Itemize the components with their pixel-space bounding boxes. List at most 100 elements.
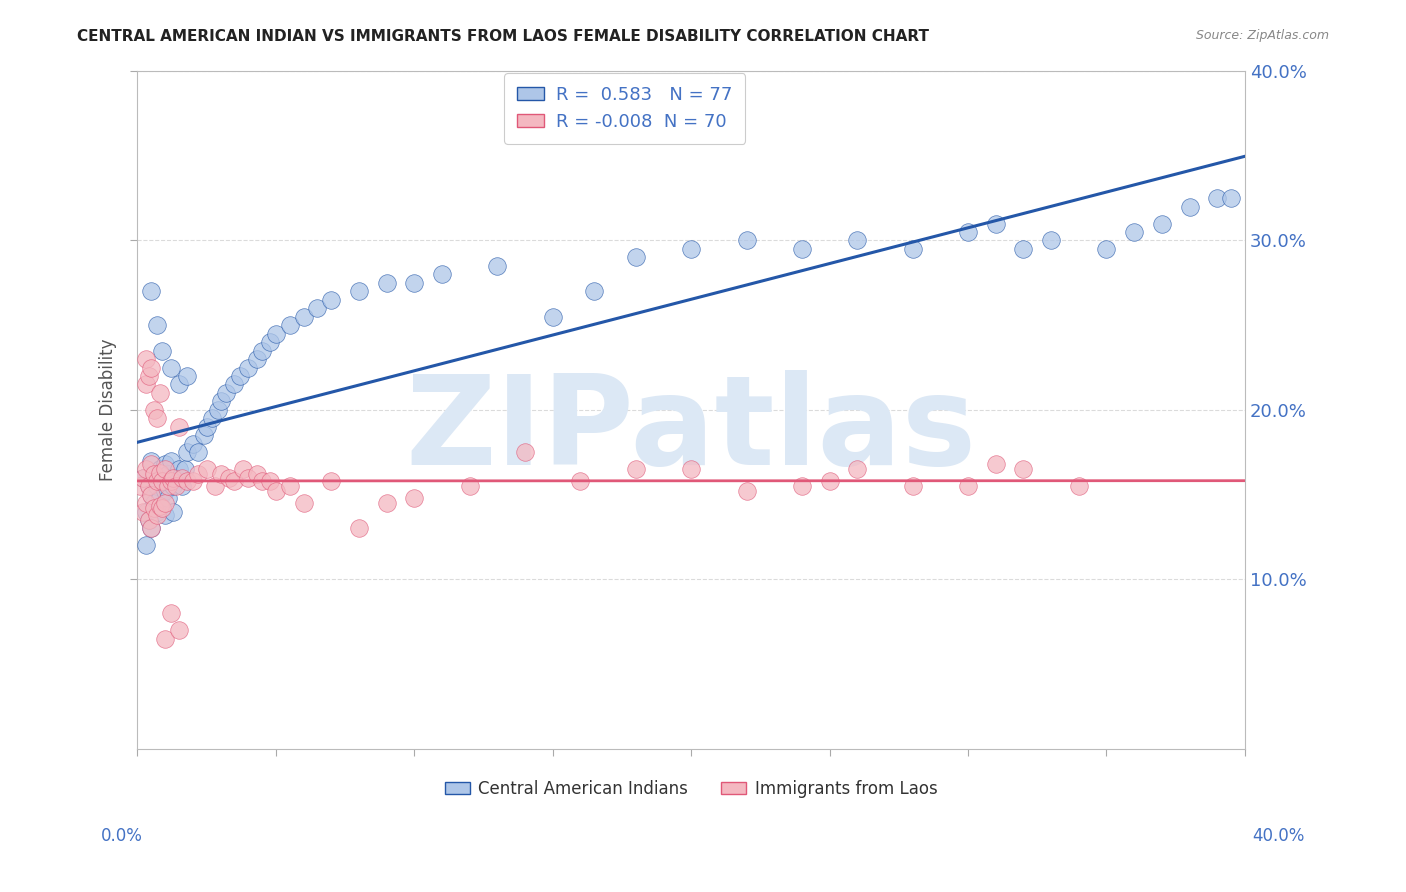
Point [583, 285, 606, 299]
Point [957, 225, 980, 239]
Point [141, 453, 163, 467]
Point [138, 513, 160, 527]
Point [129, 479, 152, 493]
Text: CENTRAL AMERICAN INDIAN VS IMMIGRANTS FROM LAOS FEMALE DISABILITY CORRELATION CH: CENTRAL AMERICAN INDIAN VS IMMIGRANTS FR… [77, 29, 929, 44]
Point [143, 470, 166, 484]
Point [156, 467, 179, 482]
Point [1123, 225, 1146, 239]
Point [143, 467, 166, 482]
Point [957, 479, 980, 493]
Point [195, 462, 218, 476]
Point [624, 462, 647, 476]
Point [132, 470, 155, 484]
Point [141, 521, 163, 535]
Point [1095, 242, 1118, 256]
Point [135, 538, 157, 552]
Point [141, 457, 163, 471]
Point [569, 474, 592, 488]
Point [681, 462, 703, 476]
Point [176, 369, 198, 384]
Point [152, 501, 174, 516]
Point [153, 484, 176, 499]
Point [259, 335, 281, 350]
Point [681, 242, 703, 256]
Point [207, 403, 229, 417]
Point [159, 360, 181, 375]
Point [193, 428, 215, 442]
Point [321, 474, 343, 488]
Point [404, 491, 426, 505]
Point [135, 377, 157, 392]
Point [138, 479, 160, 493]
Point [250, 474, 273, 488]
Point [292, 496, 315, 510]
Text: 0.0%: 0.0% [101, 827, 143, 845]
Point [135, 504, 157, 518]
Point [229, 369, 252, 384]
Point [486, 259, 509, 273]
Point [135, 496, 157, 510]
Point [347, 521, 370, 535]
Point [176, 445, 198, 459]
Point [170, 470, 193, 484]
Point [187, 445, 209, 459]
Point [138, 513, 160, 527]
Point [1220, 191, 1243, 205]
Point [141, 285, 163, 299]
Point [846, 462, 869, 476]
Point [901, 242, 924, 256]
Point [162, 479, 184, 493]
Point [1040, 234, 1063, 248]
Point [159, 606, 181, 620]
Point [1178, 200, 1201, 214]
Point [146, 504, 169, 518]
Point [138, 479, 160, 493]
Point [735, 234, 758, 248]
Point [624, 251, 647, 265]
Point [846, 234, 869, 248]
Point [143, 496, 166, 510]
Point [135, 462, 157, 476]
Point [375, 276, 398, 290]
Point [458, 479, 481, 493]
Point [187, 467, 209, 482]
Point [264, 326, 287, 341]
Point [170, 479, 193, 493]
Point [152, 501, 174, 516]
Point [224, 474, 246, 488]
Point [141, 487, 163, 501]
Point [278, 479, 301, 493]
Point [146, 411, 169, 425]
Point [1012, 242, 1035, 256]
Point [735, 484, 758, 499]
Point [347, 285, 370, 299]
Point [215, 386, 238, 401]
Point [1012, 462, 1035, 476]
Point [141, 487, 163, 501]
Point [218, 470, 240, 484]
Point [149, 462, 172, 476]
Point [152, 474, 174, 488]
Point [404, 276, 426, 290]
Point [165, 479, 187, 493]
Point [375, 496, 398, 510]
Point [209, 467, 232, 482]
Point [181, 437, 204, 451]
Point [264, 484, 287, 499]
Point [167, 420, 190, 434]
Point [153, 632, 176, 646]
Point [149, 500, 172, 514]
Point [132, 470, 155, 484]
Point [984, 217, 1007, 231]
Point [307, 301, 329, 316]
Point [250, 343, 273, 358]
Point [238, 360, 260, 375]
Point [176, 474, 198, 488]
Point [259, 474, 281, 488]
Point [278, 318, 301, 333]
Point [149, 491, 172, 505]
Point [135, 352, 157, 367]
Point [162, 470, 184, 484]
Point [232, 462, 254, 476]
Point [1067, 479, 1090, 493]
